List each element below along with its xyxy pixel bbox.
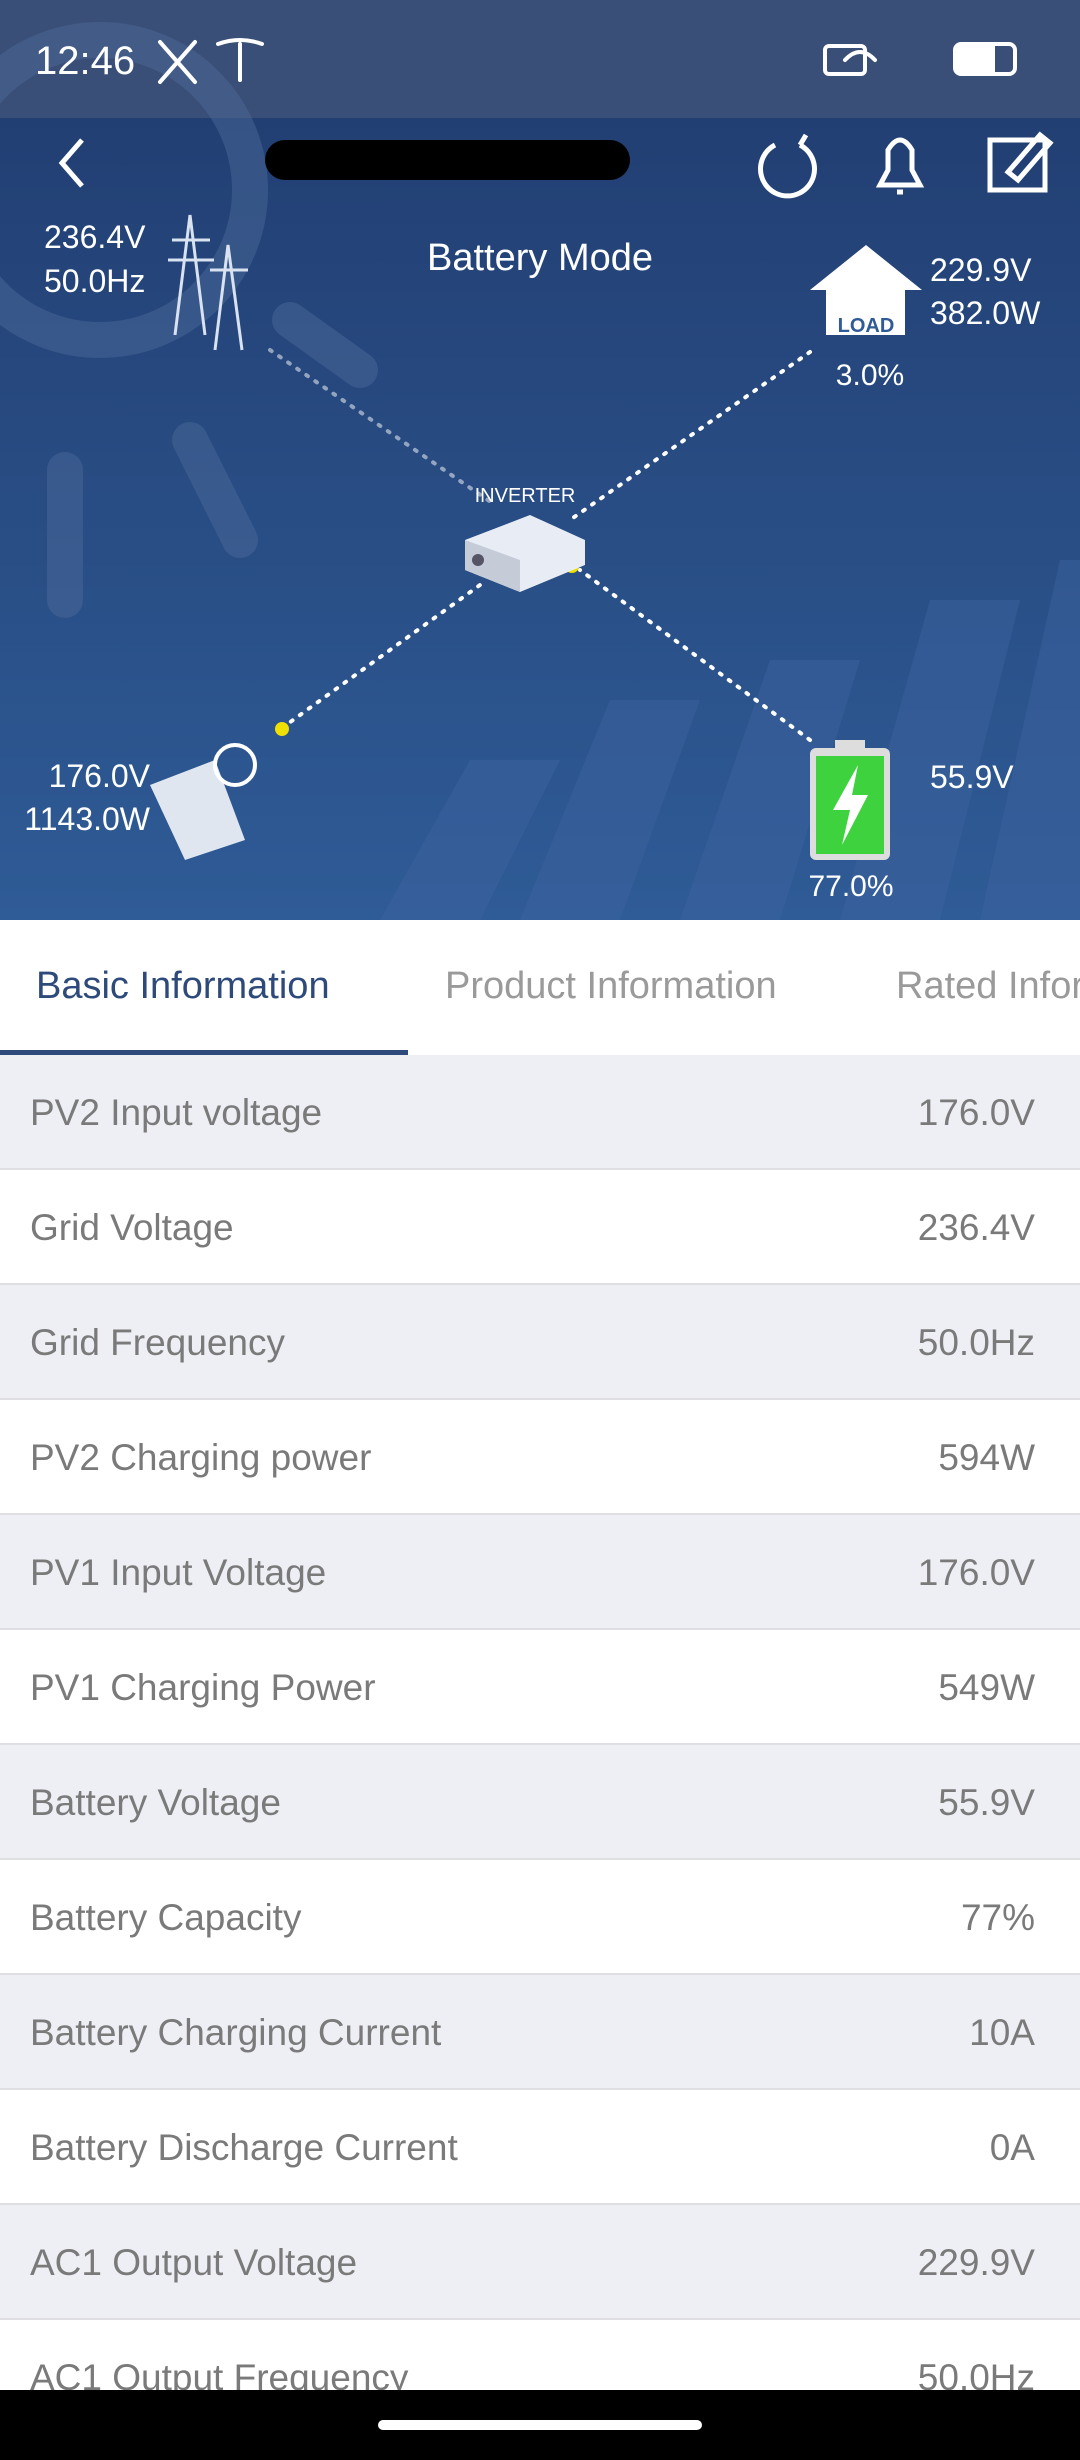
row-label: Grid Voltage [30, 1207, 234, 1248]
info-row: Grid Frequency 50.0Hz [0, 1285, 1080, 1400]
info-row: Battery Discharge Current 0A [0, 2090, 1080, 2205]
flow-dot [275, 722, 289, 736]
tab-bar: Basic Information Product Information Rate… [0, 0, 1080, 1055]
load-voltage: 229.9V [930, 252, 1032, 288]
home-indicator[interactable] [378, 2420, 702, 2430]
row-value: 176.0V [917, 1552, 1035, 1593]
battery-voltage: 55.9V [930, 759, 1014, 795]
info-row: Grid Voltage 236.4V [0, 1170, 1080, 1285]
mode-title: Battery Mode [427, 237, 653, 279]
header-actions[interactable] [758, 131, 1054, 199]
row-label: Battery Discharge Current [30, 2127, 458, 2168]
row-value: 77% [960, 1897, 1035, 1938]
row-value: 236.4V [917, 1207, 1035, 1248]
row-value: 10A [969, 2012, 1035, 2053]
inverter-icon [465, 515, 585, 592]
info-row: AC1 Output Voltage 229.9V [0, 2205, 1080, 2320]
top-panel: 12:46 Battery Mode 236.4V 50.0Hz LOAD 22… [0, 0, 1080, 920]
pv-voltage: 176.0V [49, 758, 151, 794]
nav-bar [0, 2390, 1080, 2460]
tab[interactable]: Rated Information [896, 965, 1080, 1007]
row-label: AC1 Output Voltage [30, 2242, 358, 2283]
row-label: AC1 Output Frequency [30, 2357, 409, 2390]
row-label: PV2 Input voltage [30, 1092, 323, 1133]
row-label: Battery Charging Current [30, 2012, 442, 2053]
load-power: 382.0W [930, 295, 1041, 331]
row-value: 0A [989, 2127, 1035, 2168]
info-row: PV1 Input Voltage 176.0V [0, 1515, 1080, 1630]
row-label: Grid Frequency [30, 1322, 285, 1363]
status-icons [158, 38, 1017, 84]
row-label: Battery Capacity [30, 1897, 302, 1938]
row-value: 50.0Hz [917, 2357, 1035, 2390]
info-row: Battery Capacity 77% [0, 1860, 1080, 1975]
row-value: 50.0Hz [917, 1322, 1035, 1363]
battery-status [957, 46, 995, 72]
info-row: PV1 Charging Power 549W [0, 1630, 1080, 1745]
decoration [0, 22, 378, 618]
info-row: PV2 Charging power 594W [0, 1400, 1080, 1515]
grid-tower [168, 214, 248, 351]
battery-percent: 77.0% [808, 870, 893, 903]
row-value: 549W [938, 1667, 1035, 1708]
redacted-name [265, 140, 630, 180]
row-label: PV1 Charging Power [30, 1667, 376, 1708]
row-value: 176.0V [917, 1092, 1035, 1133]
info-row: Battery Charging Current 10A [0, 1975, 1080, 2090]
row-value: 55.9V [938, 1782, 1035, 1823]
load-label: LOAD [838, 315, 895, 337]
status-time: 12:46 [35, 39, 135, 83]
row-label: PV2 Charging power [30, 1437, 372, 1478]
row-value: 594W [938, 1437, 1035, 1478]
info-row: PV2 Input voltage 176.0V [0, 1055, 1080, 1170]
info-row: Battery Voltage 55.9V [0, 1745, 1080, 1860]
row-label: PV1 Input Voltage [30, 1552, 327, 1593]
pv-panel [150, 743, 257, 860]
load-house [810, 245, 922, 335]
flow-lines [268, 348, 812, 742]
tab[interactable]: Basic Information [36, 965, 330, 1007]
tab[interactable]: Product Information [445, 965, 777, 1007]
back-button[interactable] [58, 138, 84, 188]
info-row: AC1 Output Frequency 50.0Hz [0, 2320, 1080, 2390]
tab-indicator [0, 1050, 408, 1055]
row-label: Battery Voltage [30, 1782, 281, 1823]
inverter-label: INVERTER [475, 485, 576, 507]
pv-power: 1143.0W [24, 801, 151, 837]
grid-voltage: 236.4V [44, 219, 146, 255]
info-table: PV2 Input voltage 176.0V Grid Voltage 236.4… [0, 1055, 1080, 2390]
row-value: 229.9V [917, 2242, 1035, 2283]
load-percent: 3.0% [836, 359, 904, 392]
battery-icon [810, 740, 890, 860]
grid-frequency: 50.0Hz [44, 263, 145, 299]
